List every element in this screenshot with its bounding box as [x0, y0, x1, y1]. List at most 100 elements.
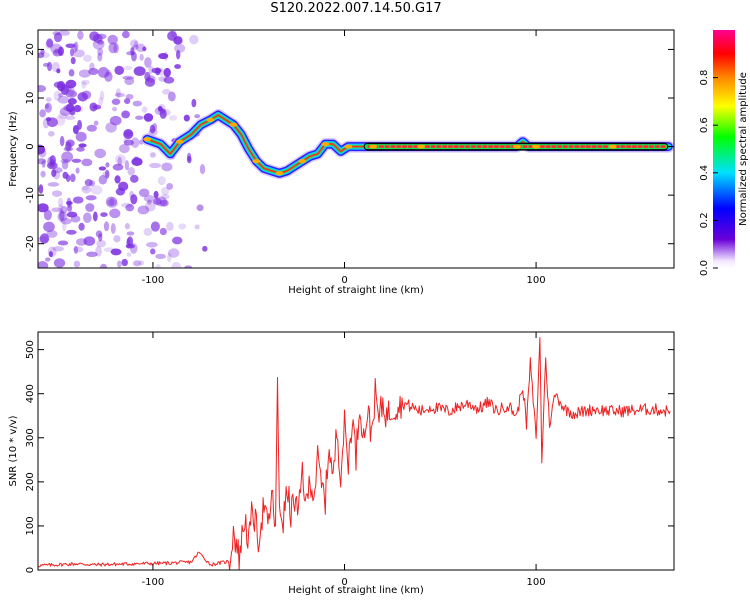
colorbar-tick-label: 0.6 — [699, 117, 710, 133]
noise-blob — [153, 190, 159, 199]
noise-blob — [61, 222, 67, 232]
ridge-hotspot — [206, 117, 215, 122]
ridge-flat-peak — [649, 145, 655, 148]
noise-blob — [112, 106, 117, 112]
snr-y-tick-label: 200 — [25, 472, 36, 491]
noise-blob — [111, 98, 121, 105]
noise-blob — [40, 170, 46, 178]
noise-blob — [130, 194, 138, 205]
colorbar-gradient — [713, 30, 735, 268]
noise-blob — [159, 199, 169, 207]
noise-blob — [98, 175, 108, 185]
noise-blob — [199, 163, 206, 175]
noise-blob — [138, 188, 150, 198]
noise-blob — [126, 252, 132, 257]
noise-blob — [65, 43, 76, 49]
noise-blob — [116, 260, 122, 268]
noise-blob — [129, 39, 139, 48]
noise-blob — [123, 98, 131, 104]
noise-blob — [144, 77, 156, 87]
noise-blob — [59, 107, 71, 117]
ridge-flat-peak — [470, 145, 476, 148]
ridge-flat-peak — [390, 145, 396, 148]
ridge-flat-peak — [654, 145, 660, 148]
noise-blob — [39, 109, 46, 118]
ridge-flat-peak — [488, 145, 494, 148]
noise-blob — [125, 244, 135, 249]
ridge-flat-peak — [522, 145, 528, 148]
ridge-flat-peak — [603, 145, 609, 148]
noise-blob — [83, 236, 96, 246]
noise-blob — [98, 233, 103, 242]
noise-blob — [127, 167, 136, 176]
noise-blob — [109, 196, 115, 206]
noise-blob — [110, 248, 122, 256]
noise-blob — [72, 49, 85, 58]
ridge-flat-peak — [505, 145, 511, 148]
noise-blob — [132, 100, 143, 107]
noise-blob — [155, 263, 161, 268]
ridge-hotspot — [512, 144, 521, 149]
noise-blob — [81, 186, 89, 191]
noise-blob — [52, 246, 65, 252]
noise-blob — [77, 92, 88, 102]
snr-y-ticks: 0 100 200 300 400 500 — [25, 340, 674, 573]
colorbar: 0.0 0.2 0.4 0.6 0.8 Normalized spectral ampl… — [699, 30, 749, 276]
noise-blob — [38, 85, 46, 93]
noise-blob — [130, 174, 139, 183]
noise-blob — [68, 69, 75, 77]
noise-blob — [146, 241, 158, 248]
noise-blob — [70, 215, 81, 223]
noise-blob — [38, 144, 46, 155]
noise-blob — [97, 67, 110, 78]
noise-blob — [161, 109, 171, 116]
noise-blob — [126, 231, 135, 236]
noise-blob — [124, 160, 130, 171]
ridge-flat-peak — [442, 145, 448, 148]
ridge-flat-peak — [637, 145, 643, 148]
noise-blob — [52, 31, 61, 36]
ridge-hotspot — [608, 144, 617, 149]
noise-blob — [60, 158, 70, 164]
ridge-flat-peak — [574, 145, 580, 148]
noise-blob — [65, 174, 71, 182]
snr-panel: -100 0 100 0 100 200 300 400 500 Height of stra… — [8, 331, 675, 596]
noise-blob — [48, 130, 55, 137]
ridge-hotspot — [275, 171, 284, 176]
noise-blob — [118, 144, 130, 154]
noise-blob — [70, 56, 76, 65]
noise-blob — [168, 115, 178, 121]
noise-blob — [38, 148, 47, 158]
colorbar-ticks: 0.0 0.2 0.4 0.6 0.8 — [699, 70, 718, 276]
noise-blob — [115, 91, 120, 97]
snr-x-ticks: -100 0 100 — [142, 332, 546, 588]
noise-blob — [161, 162, 173, 172]
noise-blob — [135, 115, 144, 120]
noise-blob — [114, 65, 125, 75]
noise-blob — [123, 139, 135, 146]
ridge-flat-peak — [482, 145, 488, 148]
ridge-flat-peak — [545, 145, 551, 148]
noise-blob — [133, 66, 146, 76]
noise-blob — [90, 185, 103, 195]
noise-blob — [56, 68, 61, 74]
noise-blob — [66, 211, 78, 218]
ridge-hotspot — [143, 137, 152, 142]
ridge-flat-peak — [620, 145, 626, 148]
noise-blob — [97, 48, 104, 56]
ridge-flat-peak — [591, 145, 597, 148]
spectrogram-x-tick-label: 0 — [341, 275, 347, 286]
noise-blob — [150, 248, 156, 255]
ridge-flat-peak — [401, 145, 407, 148]
ridge-flat-peak — [557, 145, 563, 148]
noise-blob — [67, 97, 77, 105]
noise-blob — [167, 91, 176, 102]
noise-blob — [162, 88, 171, 95]
noise-blob — [155, 67, 161, 76]
ridge-flat-peak — [528, 145, 534, 148]
ridge-flat-peak — [424, 145, 430, 148]
ridge-flat-peak — [597, 145, 603, 148]
spectrogram-x-tick-label: -100 — [142, 275, 165, 286]
noise-blob — [174, 64, 181, 69]
ridge-flat-peak — [660, 145, 666, 148]
